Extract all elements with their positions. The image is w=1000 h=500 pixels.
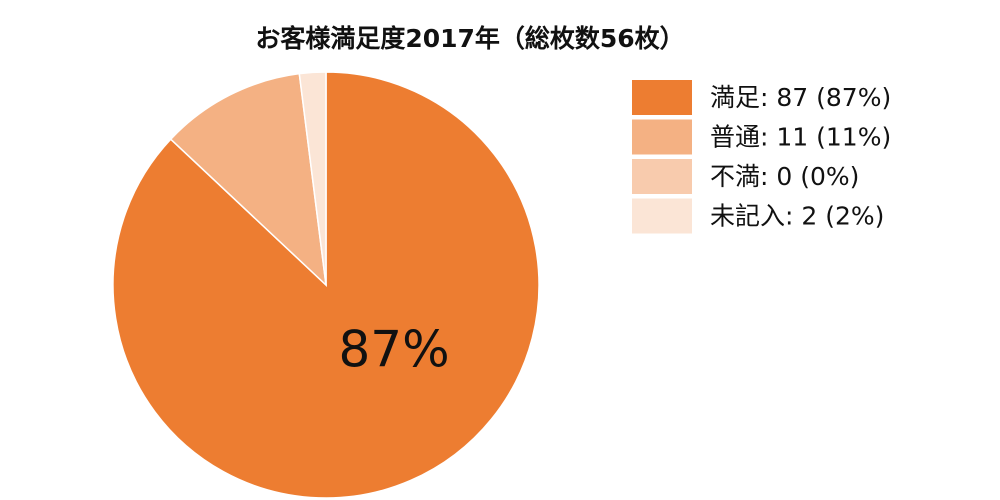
legend-label: 普通: 11 (11%) xyxy=(710,123,891,152)
legend-label: 未記入: 2 (2%) xyxy=(710,202,884,231)
legend-swatch xyxy=(632,198,692,234)
chart-title: お客様満足度2017年（総枚数56枚） xyxy=(255,24,684,53)
legend-swatch xyxy=(632,80,692,115)
pie-slice xyxy=(298,71,327,286)
legend-label: 不満: 0 (0%) xyxy=(710,162,859,191)
legend-swatch xyxy=(632,159,692,194)
data-label: 87% xyxy=(338,320,449,378)
pie-slice xyxy=(169,72,328,287)
legend-label: 満足: 87 (87%) xyxy=(710,83,891,112)
legend-swatch xyxy=(632,119,692,155)
